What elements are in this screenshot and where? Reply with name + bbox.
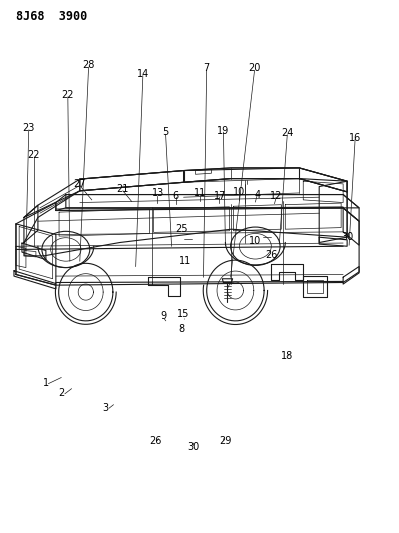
Text: 9: 9 (160, 311, 167, 320)
Text: 27: 27 (73, 179, 86, 189)
Text: 10: 10 (233, 187, 245, 197)
Text: 15: 15 (177, 310, 190, 319)
Text: 4: 4 (254, 190, 261, 199)
Text: 7: 7 (203, 63, 210, 73)
Text: 30: 30 (341, 232, 353, 242)
Text: 3: 3 (103, 403, 109, 413)
Text: 18: 18 (281, 351, 293, 361)
Text: 8J68  3900: 8J68 3900 (16, 10, 87, 22)
Text: 11: 11 (194, 189, 206, 198)
Text: 26: 26 (149, 437, 162, 446)
Text: 10: 10 (249, 236, 261, 246)
Text: 20: 20 (248, 63, 261, 73)
Text: 22: 22 (61, 90, 74, 100)
Text: 22: 22 (28, 150, 40, 159)
Text: 2: 2 (59, 389, 65, 398)
Text: 30: 30 (188, 442, 200, 451)
Text: 28: 28 (82, 60, 95, 70)
Text: 11: 11 (180, 256, 192, 266)
Text: 24: 24 (281, 128, 294, 138)
Text: 29: 29 (219, 437, 232, 446)
Text: 19: 19 (217, 126, 229, 135)
Text: 26: 26 (265, 250, 278, 260)
Text: 1: 1 (43, 378, 49, 387)
Text: 14: 14 (137, 69, 149, 78)
Text: 8: 8 (178, 325, 185, 334)
Text: 12: 12 (270, 191, 282, 201)
Text: 13: 13 (152, 189, 164, 198)
Text: 21: 21 (117, 184, 129, 194)
Text: 17: 17 (214, 191, 227, 200)
Text: 23: 23 (22, 123, 35, 133)
Text: 25: 25 (175, 224, 188, 234)
Text: 5: 5 (162, 127, 169, 137)
Text: 16: 16 (349, 133, 361, 142)
Text: 6: 6 (172, 191, 179, 200)
